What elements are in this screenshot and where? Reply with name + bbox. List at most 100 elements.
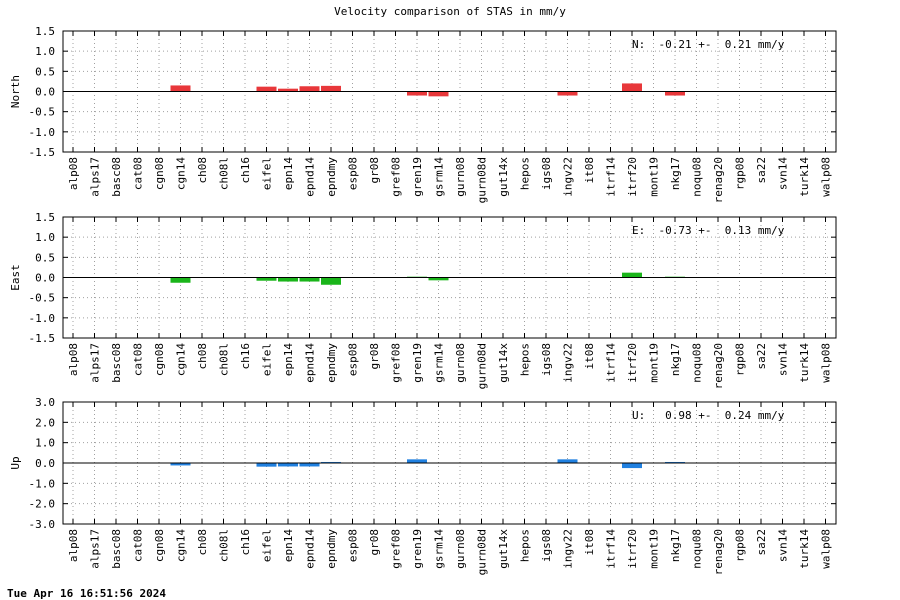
x-tick-label: cgn14	[175, 343, 188, 376]
x-tick-label: epnd14	[304, 529, 317, 569]
x-tick-label: epnd14	[304, 157, 317, 197]
bar-ingv22	[557, 459, 578, 463]
x-tick-label: gut14x	[497, 529, 510, 569]
x-tick-label: svn14	[777, 343, 790, 376]
bar-epn14	[278, 277, 298, 282]
x-tick-label: gurn08	[454, 529, 467, 569]
x-tick-label: rgp08	[734, 529, 747, 562]
y-tick-label: -1.0	[29, 312, 56, 325]
bar-gsrm14	[428, 91, 449, 97]
x-tick-label: gr08	[368, 157, 381, 184]
x-tick-label: esp08	[347, 343, 360, 376]
x-tick-label: ch08	[196, 343, 209, 370]
x-tick-label: ch08l	[218, 529, 231, 562]
x-tick-label: mont19	[648, 529, 661, 569]
x-tick-label: gurn08d	[476, 529, 489, 575]
x-tick-label: gr08	[368, 529, 381, 556]
stats-annotation: N: -0.21 +- 0.21 mm/y	[632, 38, 785, 51]
x-tick-label: igs08	[540, 529, 553, 562]
bar-epn14	[278, 88, 298, 92]
x-tick-label: it08	[583, 157, 596, 184]
y-axis-label: East	[9, 264, 22, 291]
x-tick-label: itrf20	[626, 157, 639, 197]
x-tick-label: nkg17	[669, 529, 682, 562]
x-tick-label: walp08	[820, 343, 833, 383]
x-tick-label: cgn08	[153, 529, 166, 562]
x-tick-label: cgn14	[175, 529, 188, 562]
y-tick-label: -2.0	[29, 498, 56, 511]
y-tick-label: 1.5	[35, 25, 55, 38]
bar-epn14	[278, 463, 298, 467]
x-tick-label: basc08	[110, 157, 123, 197]
x-tick-label: gurn08d	[476, 157, 489, 203]
y-tick-label: -1.5	[29, 332, 56, 345]
x-tick-label: svn14	[777, 529, 790, 562]
plot-frame	[62, 30, 837, 153]
chart-title: Velocity comparison of STAS in mm/y	[334, 5, 566, 18]
bar-eifel	[256, 463, 277, 467]
x-tick-label: cgn08	[153, 343, 166, 376]
x-tick-label: cat08	[132, 529, 145, 562]
x-tick-label: gurn08	[454, 157, 467, 197]
x-tick-label: alps17	[89, 529, 102, 569]
x-tick-label: alp08	[67, 529, 80, 562]
x-tick-label: sa22	[755, 529, 768, 556]
x-tick-label: rgp08	[734, 343, 747, 376]
x-tick-label: gref08	[390, 157, 403, 197]
x-tick-label: turk14	[798, 343, 811, 383]
x-tick-label: gurn08	[454, 343, 467, 383]
x-tick-label: eifel	[261, 157, 274, 190]
x-tick-label: ingv22	[562, 157, 575, 197]
x-tick-label: epnd14	[304, 343, 317, 383]
x-tick-label: alp08	[67, 343, 80, 376]
y-tick-label: 0.0	[35, 272, 55, 285]
bar-epndmy	[321, 277, 341, 285]
y-tick-label: 0.5	[35, 65, 55, 78]
x-tick-label: gsrm14	[433, 529, 446, 569]
x-tick-label: cgn08	[153, 157, 166, 190]
y-tick-label: 0.0	[35, 457, 55, 470]
y-tick-label: 2.0	[35, 416, 55, 429]
x-tick-label: walp08	[820, 157, 833, 197]
y-tick-label: 3.0	[35, 396, 55, 409]
x-tick-label: gref08	[390, 343, 403, 383]
bar-epndmy	[321, 461, 341, 463]
y-tick-label: -0.5	[29, 106, 56, 119]
y-tick-label: 1.0	[35, 437, 55, 450]
bar-cgn14	[170, 85, 191, 92]
x-tick-label: hepos	[519, 529, 532, 562]
x-tick-label: eifel	[261, 343, 274, 376]
y-tick-label: -1.0	[29, 477, 56, 490]
bar-itrf20	[622, 272, 642, 278]
y-tick-label: 0.0	[35, 86, 55, 99]
y-tick-label: 1.0	[35, 231, 55, 244]
x-tick-label: cgn14	[175, 157, 188, 190]
x-tick-label: itrf20	[626, 343, 639, 383]
x-tick-label: mont19	[648, 343, 661, 383]
x-tick-label: ch16	[239, 157, 252, 184]
y-tick-label: 1.0	[35, 45, 55, 58]
bar-gren19	[407, 91, 427, 96]
x-tick-label: esp08	[347, 529, 360, 562]
bar-nkg17	[665, 91, 685, 96]
x-tick-label: gren19	[411, 157, 424, 197]
x-tick-label: ch08	[196, 529, 209, 556]
x-tick-label: gren19	[411, 343, 424, 383]
x-tick-label: basc08	[110, 343, 123, 383]
bar-epnd14	[299, 277, 320, 282]
x-tick-label: gsrm14	[433, 157, 446, 197]
bar-epndmy	[321, 85, 341, 92]
x-tick-label: itrf14	[605, 343, 618, 383]
x-tick-label: renag20	[712, 343, 725, 389]
x-tick-label: it08	[583, 529, 596, 556]
x-tick-label: mont19	[648, 157, 661, 197]
x-tick-label: igs08	[540, 157, 553, 190]
x-tick-label: alps17	[89, 157, 102, 197]
x-tick-label: ch08	[196, 157, 209, 184]
x-tick-label: cat08	[132, 157, 145, 190]
x-tick-label: hepos	[519, 343, 532, 376]
timestamp-footer: Tue Apr 16 16:51:56 2024	[7, 587, 166, 600]
x-tick-label: cat08	[132, 343, 145, 376]
x-tick-label: epn14	[282, 529, 295, 562]
